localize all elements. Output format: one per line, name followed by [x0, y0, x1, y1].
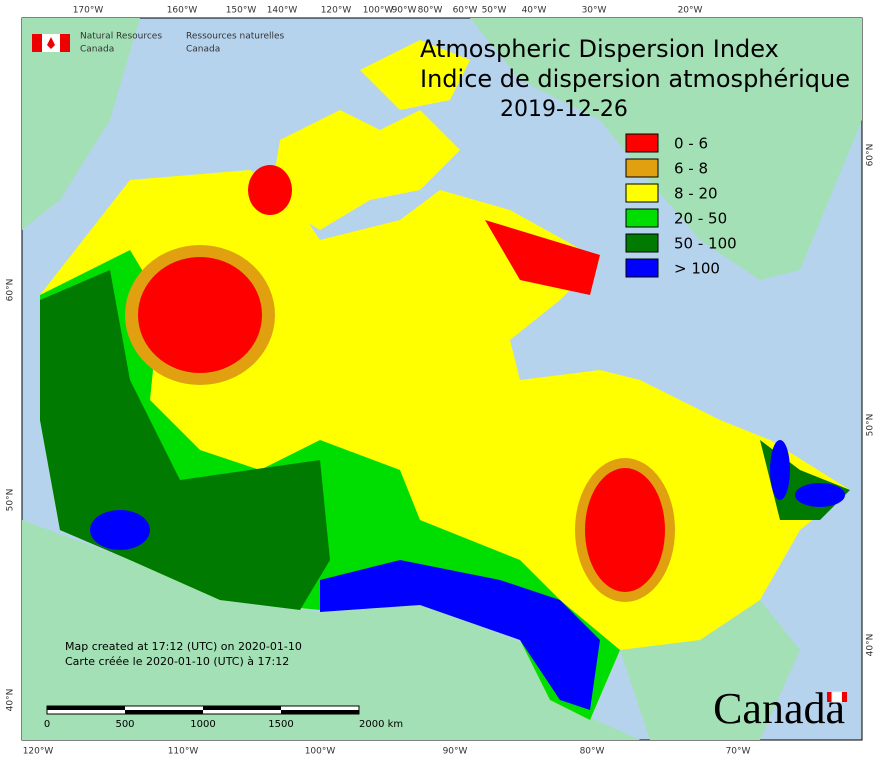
legend-label: > 100 [674, 260, 720, 278]
wordmark-flag [827, 691, 847, 703]
scale-label: 1500 [268, 719, 293, 730]
legend-swatch [625, 258, 659, 278]
title: Indice de dispersion atmosphérique [420, 65, 850, 93]
latitude-label: 60°N [6, 279, 16, 302]
date: 2019-12-26 [500, 97, 628, 122]
latitude-label: 40°N [866, 634, 876, 657]
latitude-label: 50°N [6, 489, 16, 512]
longitude-label: 150°W [226, 6, 257, 16]
longitude-label: 90°W [443, 747, 468, 757]
latitude-label: 50°N [866, 414, 876, 437]
longitude-label: 100°W [363, 6, 394, 16]
longitude-label: 50°W [482, 6, 507, 16]
longitude-label: 70°W [726, 747, 751, 757]
longitude-label: 60°W [453, 6, 478, 16]
credit: Carte créée le 2020-01-10 (UTC) à 17:12 [65, 655, 289, 668]
legend-swatch [625, 208, 659, 228]
longitude-label: 160°W [167, 6, 198, 16]
legend-swatch [625, 183, 659, 203]
agency-fr: Canada [186, 45, 220, 55]
longitude-label: 30°W [582, 6, 607, 16]
longitude-label: 110°W [168, 747, 199, 757]
longitude-label: 120°W [321, 6, 352, 16]
legend: 0 - 6 6 - 8 8 - 20 20 - 50 50 - 100 > 100 [625, 133, 737, 278]
index-field [40, 40, 850, 720]
longitude-label: 80°W [580, 747, 605, 757]
wordmark: Canada [713, 684, 845, 733]
credit: Map created at 17:12 (UTC) on 2020-01-10 [65, 640, 302, 653]
scale-bar: 0 500 1000 1500 2000 km [44, 705, 403, 730]
longitude-label: 40°W [522, 6, 547, 16]
longitude-label: 170°W [73, 6, 104, 16]
legend-swatch [625, 133, 659, 153]
longitude-label: 20°W [678, 6, 703, 16]
background-land [22, 18, 862, 740]
legend-label: 8 - 20 [674, 185, 718, 203]
legend-label: 0 - 6 [674, 135, 708, 153]
longitude-label: 80°W [418, 6, 443, 16]
legend-label: 6 - 8 [674, 160, 708, 178]
scale-label: 500 [115, 719, 134, 730]
nrcan-signature [32, 34, 70, 52]
scale-label: 2000 km [359, 719, 403, 730]
legend-label: 20 - 50 [674, 210, 727, 228]
latitude-label: 40°N [6, 689, 16, 712]
scale-label: 0 [44, 719, 50, 730]
longitude-label: 120°W [23, 747, 54, 757]
longitude-label: 140°W [267, 6, 298, 16]
longitude-label: 100°W [305, 747, 336, 757]
title: Atmospheric Dispersion Index [420, 35, 779, 63]
agency-en: Canada [80, 45, 114, 55]
legend-label: 50 - 100 [674, 235, 737, 253]
agency-en: Natural Resources [80, 32, 162, 42]
scale-label: 1000 [190, 719, 215, 730]
legend-swatch [625, 158, 659, 178]
longitude-label: 90°W [392, 6, 417, 16]
legend-swatch [625, 233, 659, 253]
agency-fr: Ressources naturelles [186, 32, 285, 42]
latitude-label: 60°N [866, 144, 876, 167]
